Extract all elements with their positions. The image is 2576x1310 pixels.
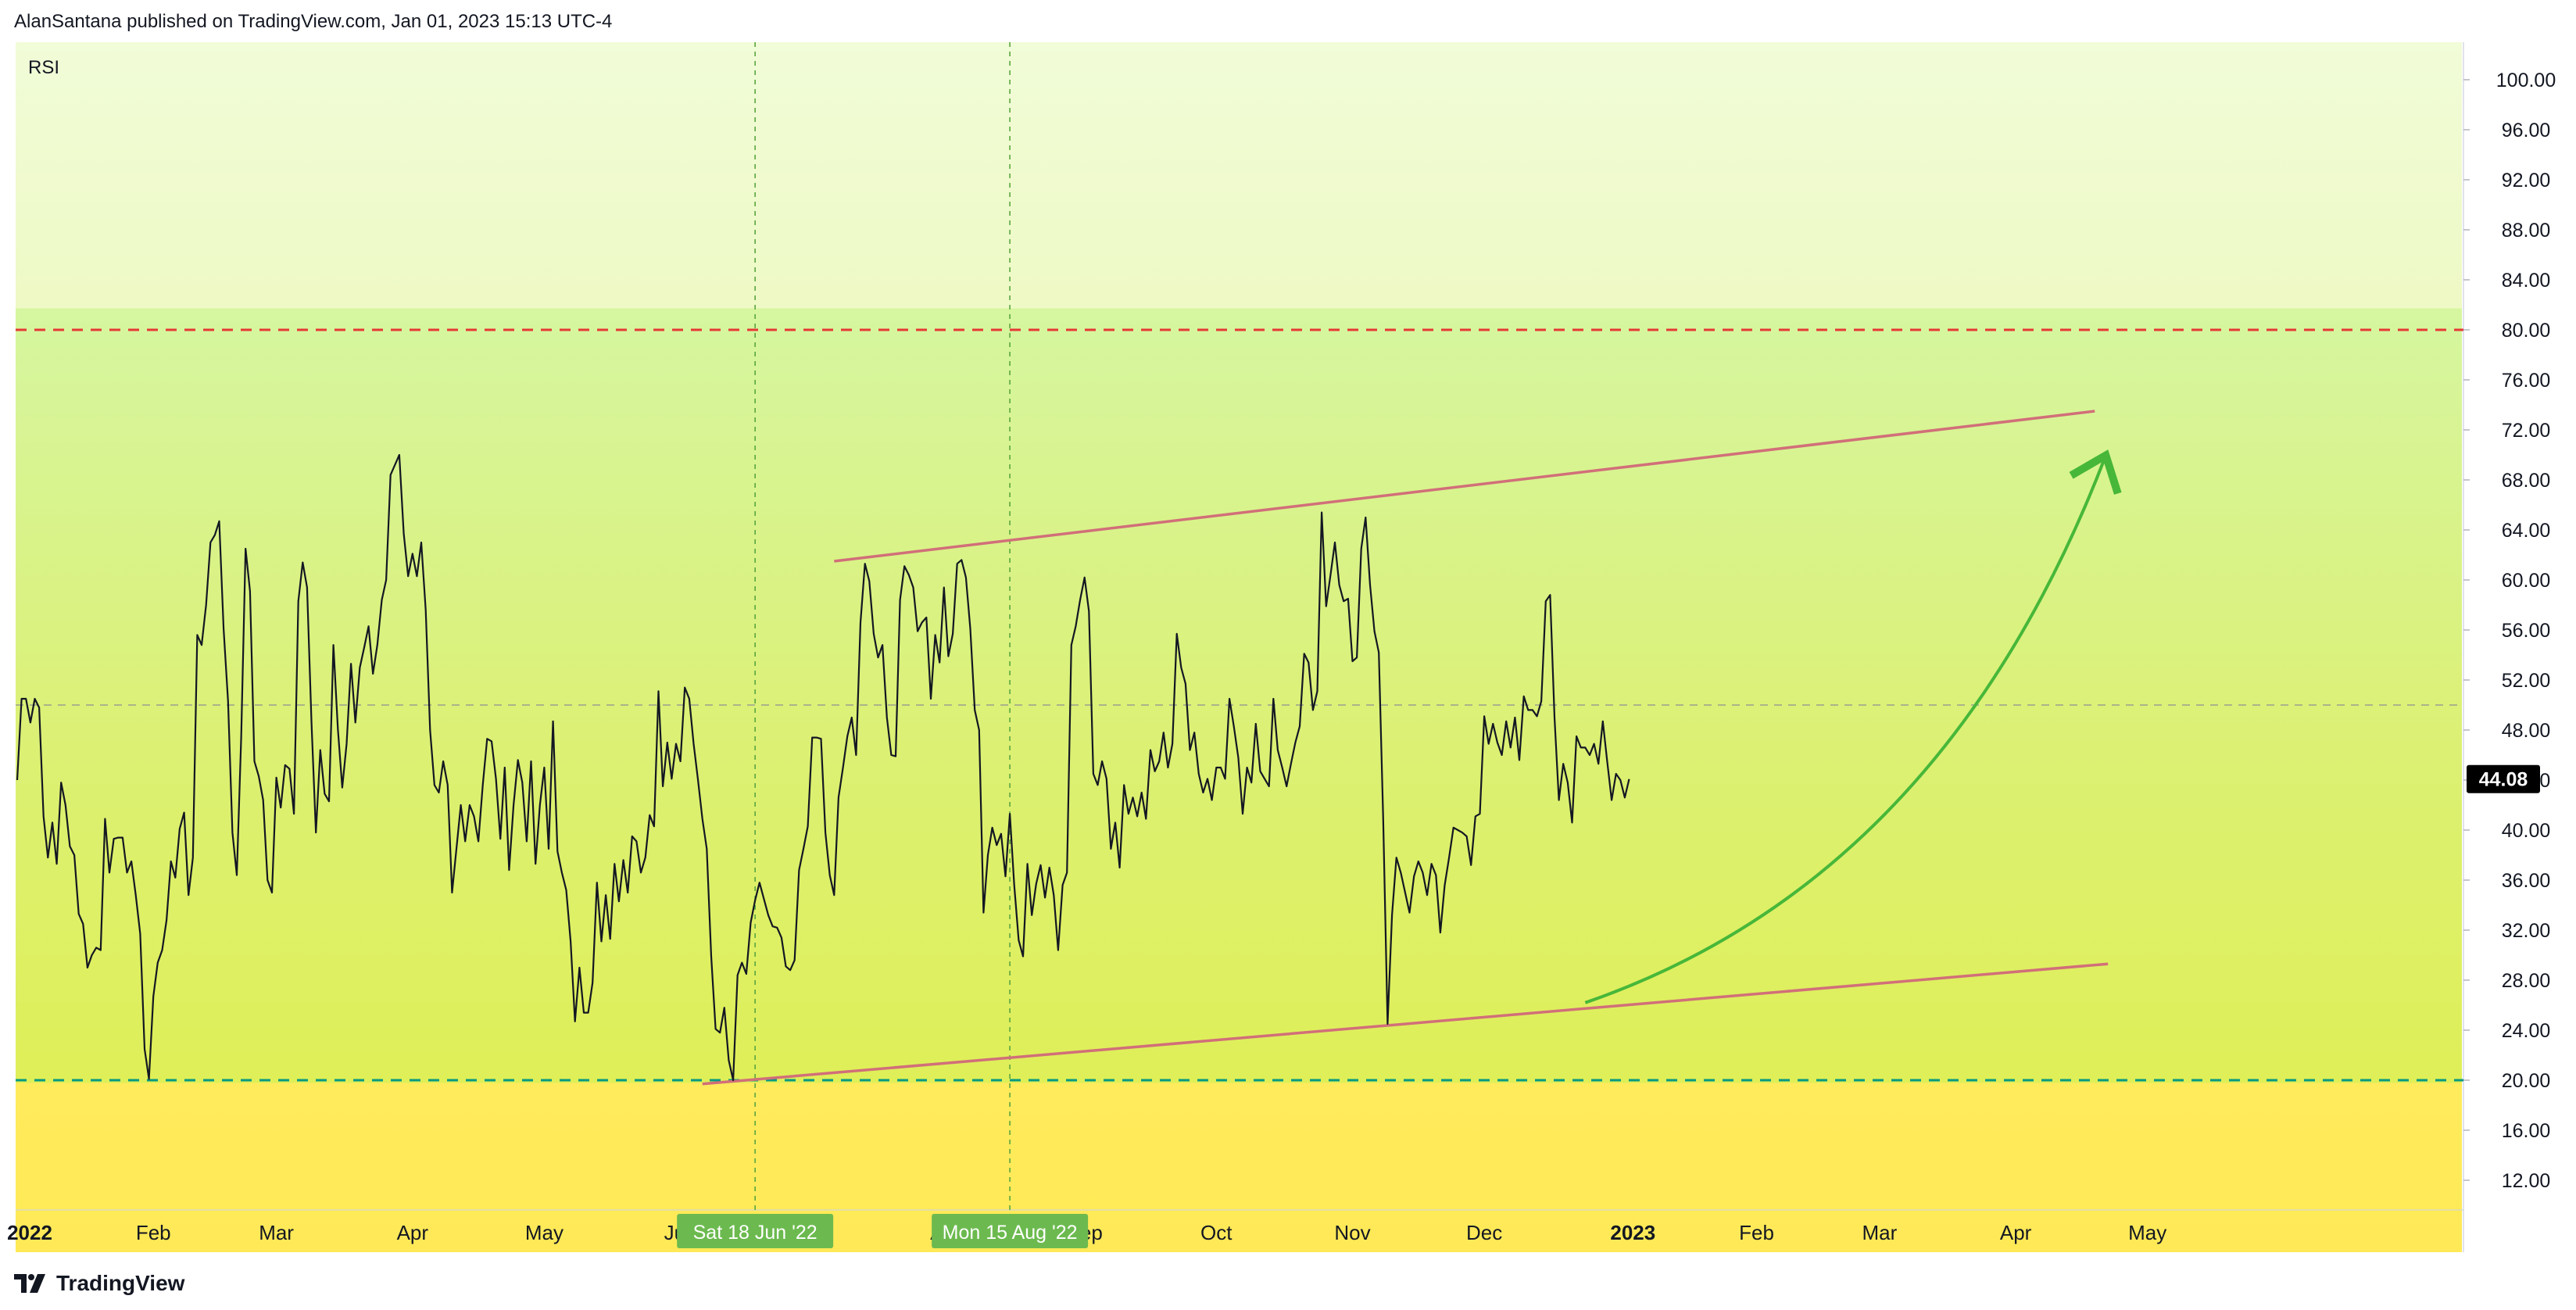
y-tick-label: 48.00	[2502, 720, 2551, 742]
y-tick-label: 100.00	[2496, 70, 2556, 91]
x-tick-label: 2022	[7, 1221, 52, 1244]
x-tick-label: Apr	[2000, 1221, 2032, 1244]
y-tick-label: 60.00	[2502, 570, 2551, 592]
y-tick-label: 88.00	[2502, 220, 2551, 242]
upper-channel-trendline	[834, 410, 2095, 563]
y-tick-label: 28.00	[2502, 970, 2551, 992]
y-tick-label: 52.00	[2502, 670, 2551, 692]
x-tick-label: Nov	[1334, 1221, 1370, 1244]
y-tick-label: 32.00	[2502, 920, 2551, 942]
x-tick-label: Mar	[1862, 1221, 1897, 1244]
y-tick-label: 96.00	[2502, 120, 2551, 141]
y-tick-label: 72.00	[2502, 420, 2551, 442]
x-tick-label: May	[525, 1221, 564, 1244]
indicator-title: RSI	[28, 57, 59, 78]
price-axis-background	[2462, 42, 2576, 1252]
crosshair-date-label-bg-1	[677, 1214, 834, 1248]
crosshair-date-label-bg-2	[932, 1214, 1089, 1248]
y-tick-label: 84.00	[2502, 270, 2551, 292]
tradingview-logo-text: TradingView	[56, 1271, 185, 1295]
last-value-text: 44.08	[2479, 769, 2528, 791]
x-tick-label: Dec	[1466, 1221, 1502, 1244]
rsi-chart[interactable]: RSI 100.00 96.00 92.00 88.00 84.00 80.00 76.00…	[0, 0, 2576, 1266]
x-tick-label: Feb	[1739, 1221, 1774, 1244]
footer: TradingView	[14, 1268, 184, 1299]
rsi-series-line	[16, 453, 1630, 1082]
publish-info: AlanSantana published on TradingView.com…	[14, 11, 613, 32]
x-tick-label: Oct	[1200, 1221, 1233, 1244]
x-tick-label: Feb	[136, 1221, 171, 1244]
y-tick-label: 92.00	[2502, 170, 2551, 191]
y-tick-label: 56.00	[2502, 620, 2551, 642]
last-value-badge	[2467, 764, 2540, 793]
tradingview-logo-icon	[14, 1274, 45, 1293]
y-tick-label: 68.00	[2502, 470, 2551, 492]
x-tick-label: Apr	[397, 1221, 429, 1244]
plot-background	[16, 42, 2462, 1252]
y-tick-label: 24.00	[2502, 1020, 2551, 1042]
y-tick-label: 76.00	[2502, 370, 2551, 392]
y-tick-label: 20.00	[2502, 1070, 2551, 1092]
y-tick-label: 40.00	[2502, 820, 2551, 842]
y-tick-label: 80.00	[2502, 320, 2551, 342]
x-tick-label: 2023	[1610, 1221, 1655, 1244]
x-tick-label: Mar	[259, 1221, 294, 1244]
crosshair-date-label-1: Sat 18 Jun '22	[693, 1222, 818, 1244]
projection-arrow	[1584, 449, 2122, 1004]
x-tick-label: May	[2128, 1221, 2166, 1244]
y-tick-label: 64.00	[2502, 520, 2551, 542]
y-tick-label: 16.00	[2502, 1120, 2551, 1142]
y-tick-label: 12.00	[2502, 1170, 2551, 1192]
lower-channel-trendline	[702, 962, 2109, 1086]
y-tick-label: 36.00	[2502, 870, 2551, 892]
crosshair-date-label-2: Mon 15 Aug '22	[943, 1222, 1078, 1244]
